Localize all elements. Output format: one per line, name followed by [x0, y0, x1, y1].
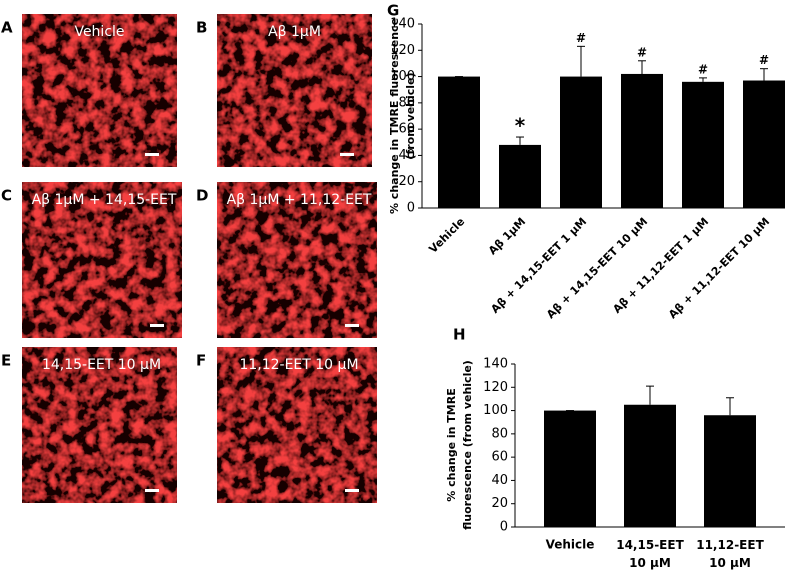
- panel-caption: Aβ 1μM + 14,15-EET: [32, 192, 177, 208]
- x-tick-label: Aβ + 14,15-EET 10 μM: [544, 215, 650, 321]
- micrograph: [217, 14, 372, 167]
- y-tick-label: 60: [491, 450, 508, 465]
- scale-bar: [345, 489, 359, 492]
- micrograph: [217, 347, 377, 503]
- x-tick-label: Aβ + 11,12-EET 10 μM: [666, 215, 772, 321]
- bar: [544, 410, 596, 527]
- micrograph: [22, 182, 182, 338]
- scale-bar: [145, 153, 159, 156]
- panel-caption: 14,15-EET 10 μM: [42, 357, 161, 373]
- bar: [499, 144, 541, 208]
- panel-letter: B: [196, 19, 207, 37]
- y-tick-label: 100: [483, 403, 508, 418]
- significance-mark: #: [759, 53, 769, 67]
- y-tick-label: 140: [483, 357, 508, 372]
- panel-letter: A: [1, 19, 13, 37]
- x-tick-label: 14,15-EET 10 μM: [616, 538, 684, 570]
- y-axis-label: (from vehicle): [404, 72, 417, 159]
- panel-letter: D: [196, 187, 208, 205]
- y-axis-label: fluorescence (from vehicle): [461, 360, 474, 530]
- y-tick-label: 0: [407, 201, 415, 216]
- scale-bar: [145, 489, 159, 492]
- micrograph: [22, 347, 177, 503]
- y-axis-label: % change in TMRE fluorescence: [388, 18, 401, 214]
- scale-bar: [345, 324, 359, 327]
- bar: [682, 81, 724, 208]
- panel-letter: C: [1, 187, 12, 205]
- y-tick-label: 80: [398, 95, 415, 110]
- scale-bar: [340, 153, 354, 156]
- x-tick-label: Vehicle: [546, 538, 595, 552]
- bar: [621, 73, 663, 208]
- y-tick-label: 20: [491, 496, 508, 511]
- panel-caption: Aβ 1μM: [268, 24, 321, 40]
- significance-mark: #: [637, 45, 647, 59]
- y-tick-label: 60: [398, 122, 415, 137]
- y-tick-label: 120: [483, 380, 508, 395]
- y-tick-label: 40: [491, 473, 508, 488]
- y-tick-label: 0: [500, 520, 508, 535]
- y-tick-label: 40: [398, 148, 415, 163]
- bar: [704, 415, 756, 527]
- y-tick-label: 120: [390, 43, 415, 58]
- panel-caption: Aβ 1μM + 11,12-EET: [227, 192, 372, 208]
- x-tick-label: Aβ 1μM: [486, 215, 528, 257]
- significance-mark: #: [576, 31, 586, 45]
- panel-caption: Vehicle: [74, 24, 124, 40]
- bar: [624, 404, 676, 527]
- panel-letter: G: [387, 2, 399, 20]
- micrograph: [217, 182, 377, 338]
- panel-caption: 11,12-EET 10 μM: [239, 357, 358, 373]
- panel-letter: E: [1, 352, 11, 370]
- x-tick-label: Vehicle: [426, 215, 467, 256]
- y-axis-label: % change in TMRE: [445, 388, 458, 502]
- panel-letter: H: [453, 326, 466, 344]
- y-tick-label: 100: [390, 69, 415, 84]
- significance-mark: #: [698, 62, 708, 76]
- x-tick-label: 11,12-EET 10 μM: [696, 538, 764, 570]
- y-tick-label: 80: [491, 426, 508, 441]
- bar: [743, 80, 785, 208]
- y-tick-label: 140: [390, 17, 415, 32]
- bar: [560, 76, 602, 208]
- bar: [438, 76, 480, 208]
- panel-letter: F: [196, 352, 206, 370]
- significance-mark: *: [515, 114, 526, 138]
- micrograph: [22, 14, 177, 167]
- y-tick-label: 20: [398, 174, 415, 189]
- scale-bar: [150, 324, 164, 327]
